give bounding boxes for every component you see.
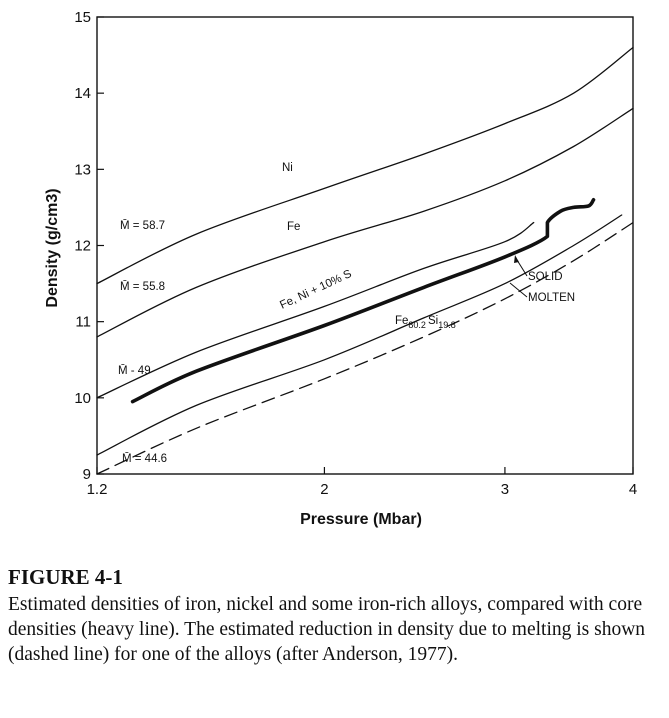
y-tick-label: 10 <box>74 390 91 407</box>
y-axis-title: Density (g/cm3) <box>44 188 61 307</box>
figure-caption: FIGURE 4-1 Estimated densities of iron, … <box>8 565 663 667</box>
label-fe-si-sub2: 19.8 <box>438 320 456 330</box>
label-m-44-6: M̄ = 44.6 <box>122 452 167 465</box>
label-m-49: M̄ - 49 <box>118 364 151 377</box>
series-line-fe-ni-10-s <box>96 221 535 399</box>
x-tick-label: 1.2 <box>87 481 108 498</box>
label-fe-si-si: Si <box>428 315 438 327</box>
label-m-58-7: M̄ = 58.7 <box>120 219 165 232</box>
y-tick-label: 13 <box>74 161 91 178</box>
label-molten: MOLTEN <box>528 292 575 304</box>
label-fe-ni-s: Fe, Ni + 10% S <box>278 268 354 312</box>
y-tick-label: 15 <box>74 9 91 26</box>
caption-text: Estimated densities of iron, nickel and … <box>8 594 646 665</box>
density-pressure-chart: 9 10 11 12 13 14 15 1.2 2 3 4 Ni Fe Fe, Ni + 10% S… <box>44 9 637 528</box>
annotations: Ni Fe Fe, Ni + 10% S Fe80.2 Si19.8 SOLID … <box>118 162 575 465</box>
label-fe: Fe <box>287 221 300 233</box>
series-line-ni <box>96 46 634 285</box>
label-ni: Ni <box>282 162 293 174</box>
y-tick-label: 12 <box>74 238 91 255</box>
series-line-core <box>130 198 596 404</box>
y-tick-label: 9 <box>83 466 91 483</box>
solid-arrowhead <box>514 255 519 263</box>
label-solid: SOLID <box>528 271 563 283</box>
x-tick-label: 2 <box>320 481 328 498</box>
solid-pointer <box>516 259 528 277</box>
x-tick-label: 3 <box>501 481 509 498</box>
series-lines <box>96 46 634 475</box>
label-fe-si: Fe80.2 Si19.8 <box>395 315 456 330</box>
label-m-55-8: M̄ = 55.8 <box>120 280 165 293</box>
y-tick-label: 14 <box>74 85 91 102</box>
y-tick-label: 11 <box>75 314 91 331</box>
label-fe-si-base: Fe <box>395 315 408 327</box>
figure-number: FIGURE 4-1 <box>8 565 123 589</box>
plot-frame <box>96 16 634 475</box>
axis-ticks: 9 10 11 12 13 14 15 1.2 2 3 4 <box>74 9 637 498</box>
series-line-molten <box>96 221 634 475</box>
series-line-fe80-2-si19-8 <box>96 214 623 456</box>
label-fe-si-sub1: 80.2 <box>408 320 426 330</box>
x-tick-label: 4 <box>629 481 637 498</box>
x-axis-title: Pressure (Mbar) <box>300 511 422 528</box>
molten-pointer <box>509 282 528 298</box>
series-line-fe <box>96 107 634 338</box>
